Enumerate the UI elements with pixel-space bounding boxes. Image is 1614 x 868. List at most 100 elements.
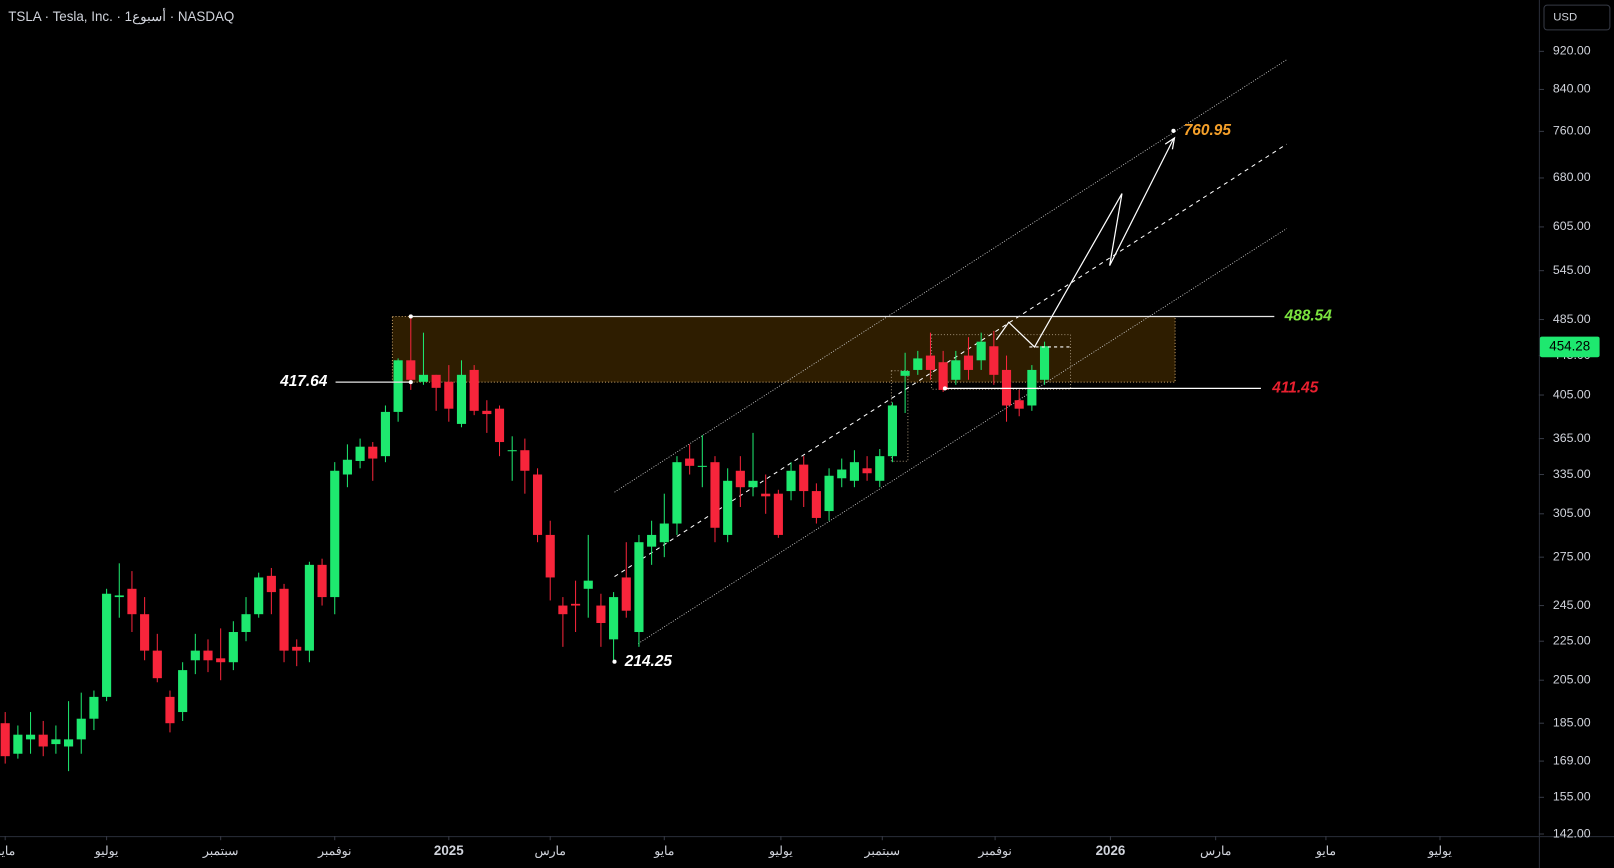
candle-body [254, 577, 264, 615]
candle-body [89, 696, 99, 719]
candle-body [609, 597, 619, 640]
last-price-box [1539, 336, 1600, 358]
candle-body [989, 346, 999, 375]
candle-body [304, 564, 314, 651]
x-tick-label: مايو [653, 844, 674, 858]
y-tick-label: 205.00 [1553, 672, 1591, 686]
candle-body [482, 410, 492, 415]
level-point [408, 380, 413, 385]
y-tick-label: 680.00 [1553, 170, 1591, 184]
y-tick-label: 275.00 [1553, 549, 1591, 563]
candle-body [723, 480, 733, 535]
y-tick-label: 605.00 [1553, 219, 1591, 233]
small-zone [890, 370, 909, 462]
y-tick-label: 142.00 [1553, 826, 1591, 840]
zone [391, 315, 1176, 383]
candle-body [165, 696, 175, 724]
candle-body [545, 534, 555, 578]
candles [0, 316, 1050, 772]
candle-body [13, 734, 23, 754]
projection-arrow [1164, 136, 1176, 150]
candle-body [355, 446, 365, 461]
y-tick-label: 185.00 [1553, 715, 1591, 729]
x-tick-label: سبتمبر [864, 844, 900, 858]
candle-body [647, 534, 657, 547]
candle-body [837, 469, 847, 479]
candle-body [761, 493, 771, 497]
candle-body [279, 588, 289, 651]
candle-body [685, 458, 695, 466]
candle-body [317, 564, 327, 598]
y-tick-label: 169.00 [1553, 753, 1591, 767]
x-tick-label: مايو [1315, 844, 1336, 858]
candle-body [824, 475, 834, 512]
x-tick-label: 2025 [434, 843, 464, 858]
candle-body [0, 723, 10, 757]
candle-body [799, 464, 809, 492]
candle-body [64, 739, 74, 747]
candle-body [697, 465, 707, 467]
currency-label[interactable]: USD [1553, 11, 1577, 23]
x-tick-label: يوليو [768, 844, 793, 858]
y-tick-label: 225.00 [1553, 633, 1591, 647]
candle-body [532, 474, 543, 535]
y-tick-label: 545.00 [1553, 263, 1591, 277]
x-tick-label: نوفمبر [977, 844, 1011, 858]
candle-body [418, 374, 429, 382]
x-tick-label: يوليو [94, 844, 119, 858]
candle-body [583, 580, 593, 589]
candle-body [875, 456, 885, 481]
candle-body [976, 341, 986, 361]
candle-body [203, 650, 213, 661]
candle-body [1039, 346, 1050, 380]
y-tick-label: 245.00 [1553, 598, 1591, 612]
last-price-label: 454.28 [1549, 338, 1590, 353]
candle-body [773, 493, 783, 535]
candle-body [520, 450, 530, 471]
candle-body [292, 646, 302, 651]
y-tick-label: 335.00 [1553, 467, 1591, 481]
candle-body [102, 593, 112, 697]
candle-body [114, 595, 124, 598]
candle-body [127, 588, 137, 615]
candle-body [456, 374, 467, 424]
channel-upper [614, 59, 1287, 493]
candle-body [469, 369, 479, 411]
candle-body [862, 468, 872, 474]
x-tick-label: مايو [0, 844, 15, 858]
x-tick-label: يوليو [1427, 844, 1452, 858]
candle-body [25, 734, 36, 740]
candle-body [925, 355, 936, 370]
y-tick-label: 365.00 [1553, 431, 1591, 445]
candle-body [735, 470, 745, 488]
small-zone [931, 334, 1072, 390]
candle-body [140, 614, 150, 651]
level-label: 488.54 [1284, 308, 1333, 325]
y-tick-label: 405.00 [1553, 387, 1591, 401]
candle-body [38, 734, 48, 747]
y-tick-label: 485.00 [1553, 312, 1591, 326]
candle-body [152, 650, 162, 679]
level-point [612, 659, 617, 664]
level-label: 417.64 [279, 373, 328, 390]
y-tick-label: 760.00 [1553, 124, 1591, 138]
candle-body [241, 614, 251, 633]
y-tick-label: 920.00 [1553, 44, 1591, 58]
candle-body [178, 670, 188, 713]
x-tick-label: 2026 [1096, 843, 1126, 858]
candle-body [558, 605, 568, 615]
y-tick-label: 155.00 [1553, 790, 1591, 804]
candle-body [444, 381, 454, 409]
candle-body [963, 355, 974, 370]
candle-body [51, 739, 61, 745]
symbol-title: TSLA · Tesla, Inc. · 1أسبوع · NASDAQ [8, 8, 234, 25]
level-point [408, 314, 413, 319]
currency-button[interactable] [1543, 4, 1611, 31]
candle-body [672, 462, 682, 524]
candle-body [913, 358, 923, 370]
candle-body [748, 480, 758, 488]
projection-path [995, 138, 1174, 348]
candle-body [1001, 369, 1012, 406]
channel-lower [637, 228, 1287, 644]
